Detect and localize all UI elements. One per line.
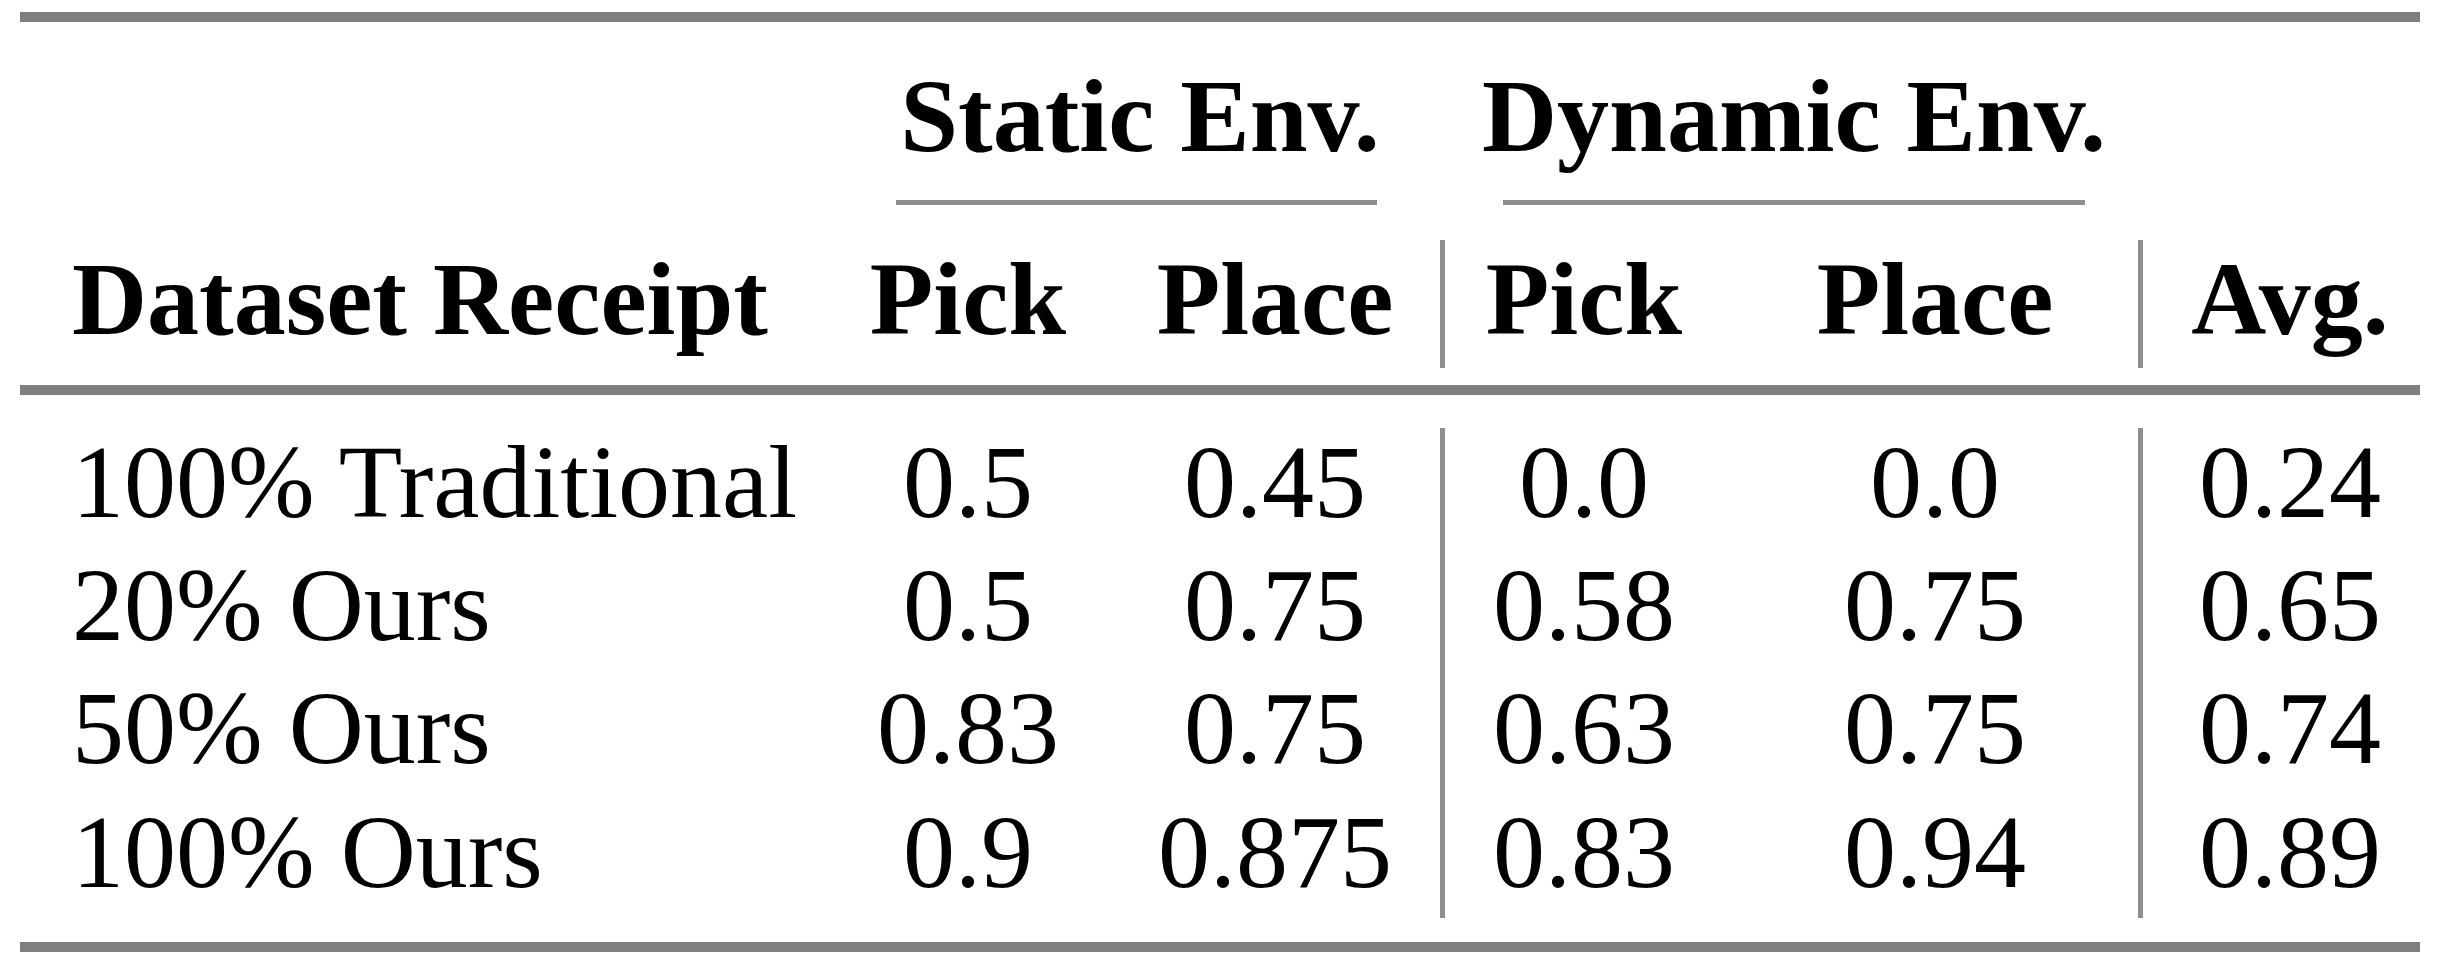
static-env-underline — [896, 200, 1377, 205]
cell-dynamic-place: 0.94 — [1844, 800, 2026, 904]
row-label: 50% Ours — [72, 676, 491, 780]
cell-avg: 0.74 — [2199, 676, 2381, 780]
cell-static-place: 0.875 — [1158, 800, 1392, 904]
row-label: 100% Traditional — [72, 430, 797, 534]
cell-dynamic-place: 0.0 — [1870, 430, 2000, 534]
cell-static-place: 0.45 — [1184, 430, 1366, 534]
column-header-dynamic-pick: Pick — [1486, 247, 1682, 351]
cell-static-pick: 0.83 — [877, 676, 1059, 780]
group-header-static-env: Static Env. — [900, 64, 1380, 168]
bottom-rule — [20, 942, 2420, 952]
cell-dynamic-pick: 0.58 — [1493, 553, 1675, 657]
column-separator-1-body — [1440, 428, 1445, 918]
header-divider-rule — [20, 385, 2420, 395]
column-header-avg: Avg. — [2191, 247, 2388, 351]
column-separator-2-header — [2138, 240, 2143, 368]
cell-static-place: 0.75 — [1184, 553, 1366, 657]
cell-dynamic-pick: 0.83 — [1493, 800, 1675, 904]
column-separator-1-header — [1440, 240, 1445, 368]
row-label: 20% Ours — [72, 553, 491, 657]
column-header-dynamic-place: Place — [1817, 247, 2054, 351]
dynamic-env-underline — [1503, 200, 2085, 205]
cell-static-pick: 0.9 — [903, 800, 1033, 904]
results-table: Static Env. Dynamic Env. Dataset Receipt… — [0, 0, 2440, 966]
cell-dynamic-pick: 0.63 — [1493, 676, 1675, 780]
column-header-dataset-receipt: Dataset Receipt — [72, 247, 768, 351]
cell-dynamic-place: 0.75 — [1844, 553, 2026, 657]
cell-static-pick: 0.5 — [903, 430, 1033, 534]
column-header-static-pick: Pick — [870, 247, 1066, 351]
row-label: 100% Ours — [72, 800, 543, 904]
top-rule — [20, 12, 2420, 22]
cell-dynamic-place: 0.75 — [1844, 676, 2026, 780]
cell-static-pick: 0.5 — [903, 553, 1033, 657]
cell-avg: 0.24 — [2199, 430, 2381, 534]
cell-avg: 0.89 — [2199, 800, 2381, 904]
column-header-static-place: Place — [1157, 247, 1394, 351]
group-header-dynamic-env: Dynamic Env. — [1482, 64, 2106, 168]
cell-static-place: 0.75 — [1184, 676, 1366, 780]
cell-avg: 0.65 — [2199, 553, 2381, 657]
column-separator-2-body — [2138, 428, 2143, 918]
cell-dynamic-pick: 0.0 — [1519, 430, 1649, 534]
